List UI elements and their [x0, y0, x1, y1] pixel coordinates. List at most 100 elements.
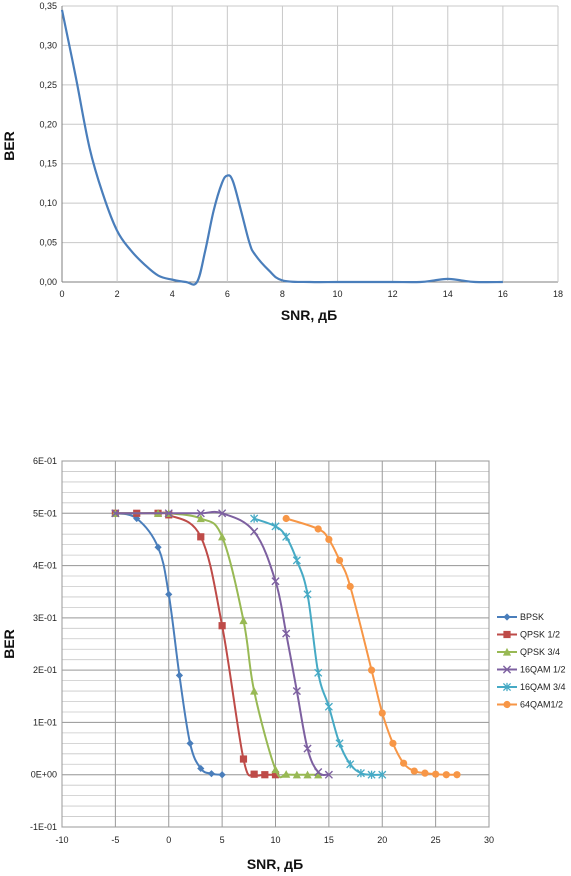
chart2-data-point [314, 770, 323, 779]
chart2-data-point [378, 770, 387, 779]
chart2-data-point [292, 770, 301, 779]
chart2-legend-marker [502, 647, 512, 656]
chart2-data-point [314, 768, 323, 777]
chart2-data-point [261, 771, 269, 779]
chart2-data-point [218, 509, 227, 518]
chart2-y-tick-label: 6E-01 [33, 456, 57, 466]
chart2-data-point [250, 686, 259, 695]
chart1-grid [61, 5, 559, 283]
chart2-legend-marker [503, 700, 511, 709]
chart1-x-tick-label: 12 [388, 289, 398, 299]
chart2-x-ticks: -10 -5 0 5 10 15 20 25 30 [55, 835, 494, 845]
chart2-data-point [303, 770, 312, 779]
chart2-data-point [197, 533, 205, 541]
chart2-data-point [271, 765, 280, 774]
chart2-data-point [356, 769, 365, 778]
chart2-legend-item: 16QAM 1/2 [497, 665, 566, 675]
chart2-x-tick-label: -10 [55, 835, 68, 845]
chart2-legend-marker [503, 613, 511, 621]
ber-chart-1: 0 2 4 6 8 10 12 14 16 18 0,00 0,05 0,10 0,15 0,20 0,25… [1, 1, 563, 323]
chart1-x-ticks: 0 2 4 6 8 10 12 14 16 18 [59, 289, 563, 299]
chart1-y-tick-label: 0,10 [39, 198, 57, 208]
chart2-series-line [115, 511, 276, 777]
chart2-legend-marker [502, 682, 512, 692]
chart1-x-tick-label: 4 [170, 289, 175, 299]
chart2-data-point [303, 744, 312, 753]
chart2-y-tick-label: 2E-01 [33, 665, 57, 675]
chart1-y-tick-label: 0,00 [39, 277, 57, 287]
chart2-data-point [218, 771, 226, 779]
chart2-data-point [314, 525, 322, 533]
chart1-x-tick-label: 14 [443, 289, 453, 299]
chart1-y-tick-label: 0,20 [39, 119, 57, 129]
chart1-x-tick-label: 18 [553, 289, 563, 299]
chart1-x-tick-label: 0 [59, 289, 64, 299]
chart2-data-point [346, 582, 354, 591]
chart2-legend-label: 16QAM 1/2 [520, 665, 566, 675]
chart2-legend-label: 16QAM 3/4 [520, 682, 566, 692]
chart2-legend-label: QPSK 1/2 [520, 630, 560, 640]
chart2-x-tick-label: 25 [431, 835, 441, 845]
chart2-data-point [197, 764, 205, 773]
chart2-legend-item: QPSK 3/4 [497, 647, 560, 657]
chart2-data-point [282, 770, 291, 778]
chart2-data-point [325, 535, 333, 544]
chart2-data-point [378, 709, 386, 717]
chart2-series-qpsk-3-4 [111, 509, 323, 779]
chart1-series [60, 9, 503, 286]
chart2-data-point [314, 668, 323, 677]
chart1-x-tick-label: 2 [115, 289, 120, 299]
chart1-x-tick-label: 10 [333, 289, 343, 299]
chart2-data-point [164, 509, 173, 518]
chart2-x-tick-label: 30 [484, 835, 494, 845]
chart2-y-tick-label: 3E-01 [33, 613, 57, 623]
chart2-data-point [410, 767, 418, 775]
chart2-data-point [186, 739, 194, 747]
chart1-y-axis-label: BER [1, 131, 17, 161]
chart1-x-axis-label: SNR, дБ [281, 307, 337, 323]
chart1-x-tick-label: 6 [225, 289, 230, 299]
chart2-data-point [282, 514, 290, 523]
chart2-x-axis-label: SNR, дБ [247, 856, 303, 872]
chart2-data-point [346, 760, 355, 769]
chart2-series-qpsk-1-2 [111, 509, 280, 779]
chart2-legend-marker [503, 630, 511, 639]
chart2-data-point [271, 577, 280, 586]
chart1-x-tick-label: 16 [498, 289, 508, 299]
chart2-legend: BPSK QPSK 1/2 QPSK 3/4 16QAM 1/2 16QAM 3/4 64… [497, 612, 566, 710]
chart1-y-tick-label: 0,35 [39, 1, 57, 11]
chart2-legend-item: QPSK 1/2 [497, 630, 560, 640]
chart2-data-point [282, 532, 291, 541]
chart2-legend-label: BPSK [520, 612, 544, 622]
chart2-data-point [442, 771, 450, 779]
chart2-x-tick-label: 10 [270, 835, 280, 845]
chart2-legend-item: BPSK [497, 612, 544, 622]
chart2-series-64qam1-2 [282, 514, 461, 779]
chart1-y-tick-label: 0,15 [39, 159, 57, 169]
chart2-x-tick-label: 20 [377, 835, 387, 845]
chart2-data-point [111, 509, 120, 518]
chart2-y-axis-label: BER [1, 629, 17, 659]
chart1-y-tick-label: 0,30 [39, 40, 57, 50]
chart1-x-tick-label: 8 [280, 289, 285, 299]
chart2-data-point [421, 769, 429, 777]
chart2-data-point [335, 556, 344, 564]
chart2-legend-item: 64QAM1/2 [497, 700, 563, 710]
chart2-data-point [250, 527, 259, 536]
chart2-data-point [303, 590, 312, 599]
chart1-series-line [60, 9, 503, 286]
ber-chart-2: -10 -5 0 5 10 15 20 25 30 -1E-01 0E+00 1E-01 2E-01 3… [1, 456, 566, 872]
chart2-data-point [250, 514, 259, 523]
chart2-data-point [175, 671, 184, 679]
chart2-legend-marker [502, 665, 512, 674]
chart2-series-line [253, 517, 383, 776]
chart2-data-point [196, 514, 205, 523]
chart1-y-tick-label: 0,25 [39, 80, 57, 90]
chart2-data-point [271, 522, 280, 531]
chart2-data-point [400, 759, 408, 767]
chart2-data-point [335, 739, 344, 748]
chart2-data-point [432, 770, 440, 778]
chart2-data-point [271, 771, 280, 779]
chart2-data-point [453, 771, 461, 779]
